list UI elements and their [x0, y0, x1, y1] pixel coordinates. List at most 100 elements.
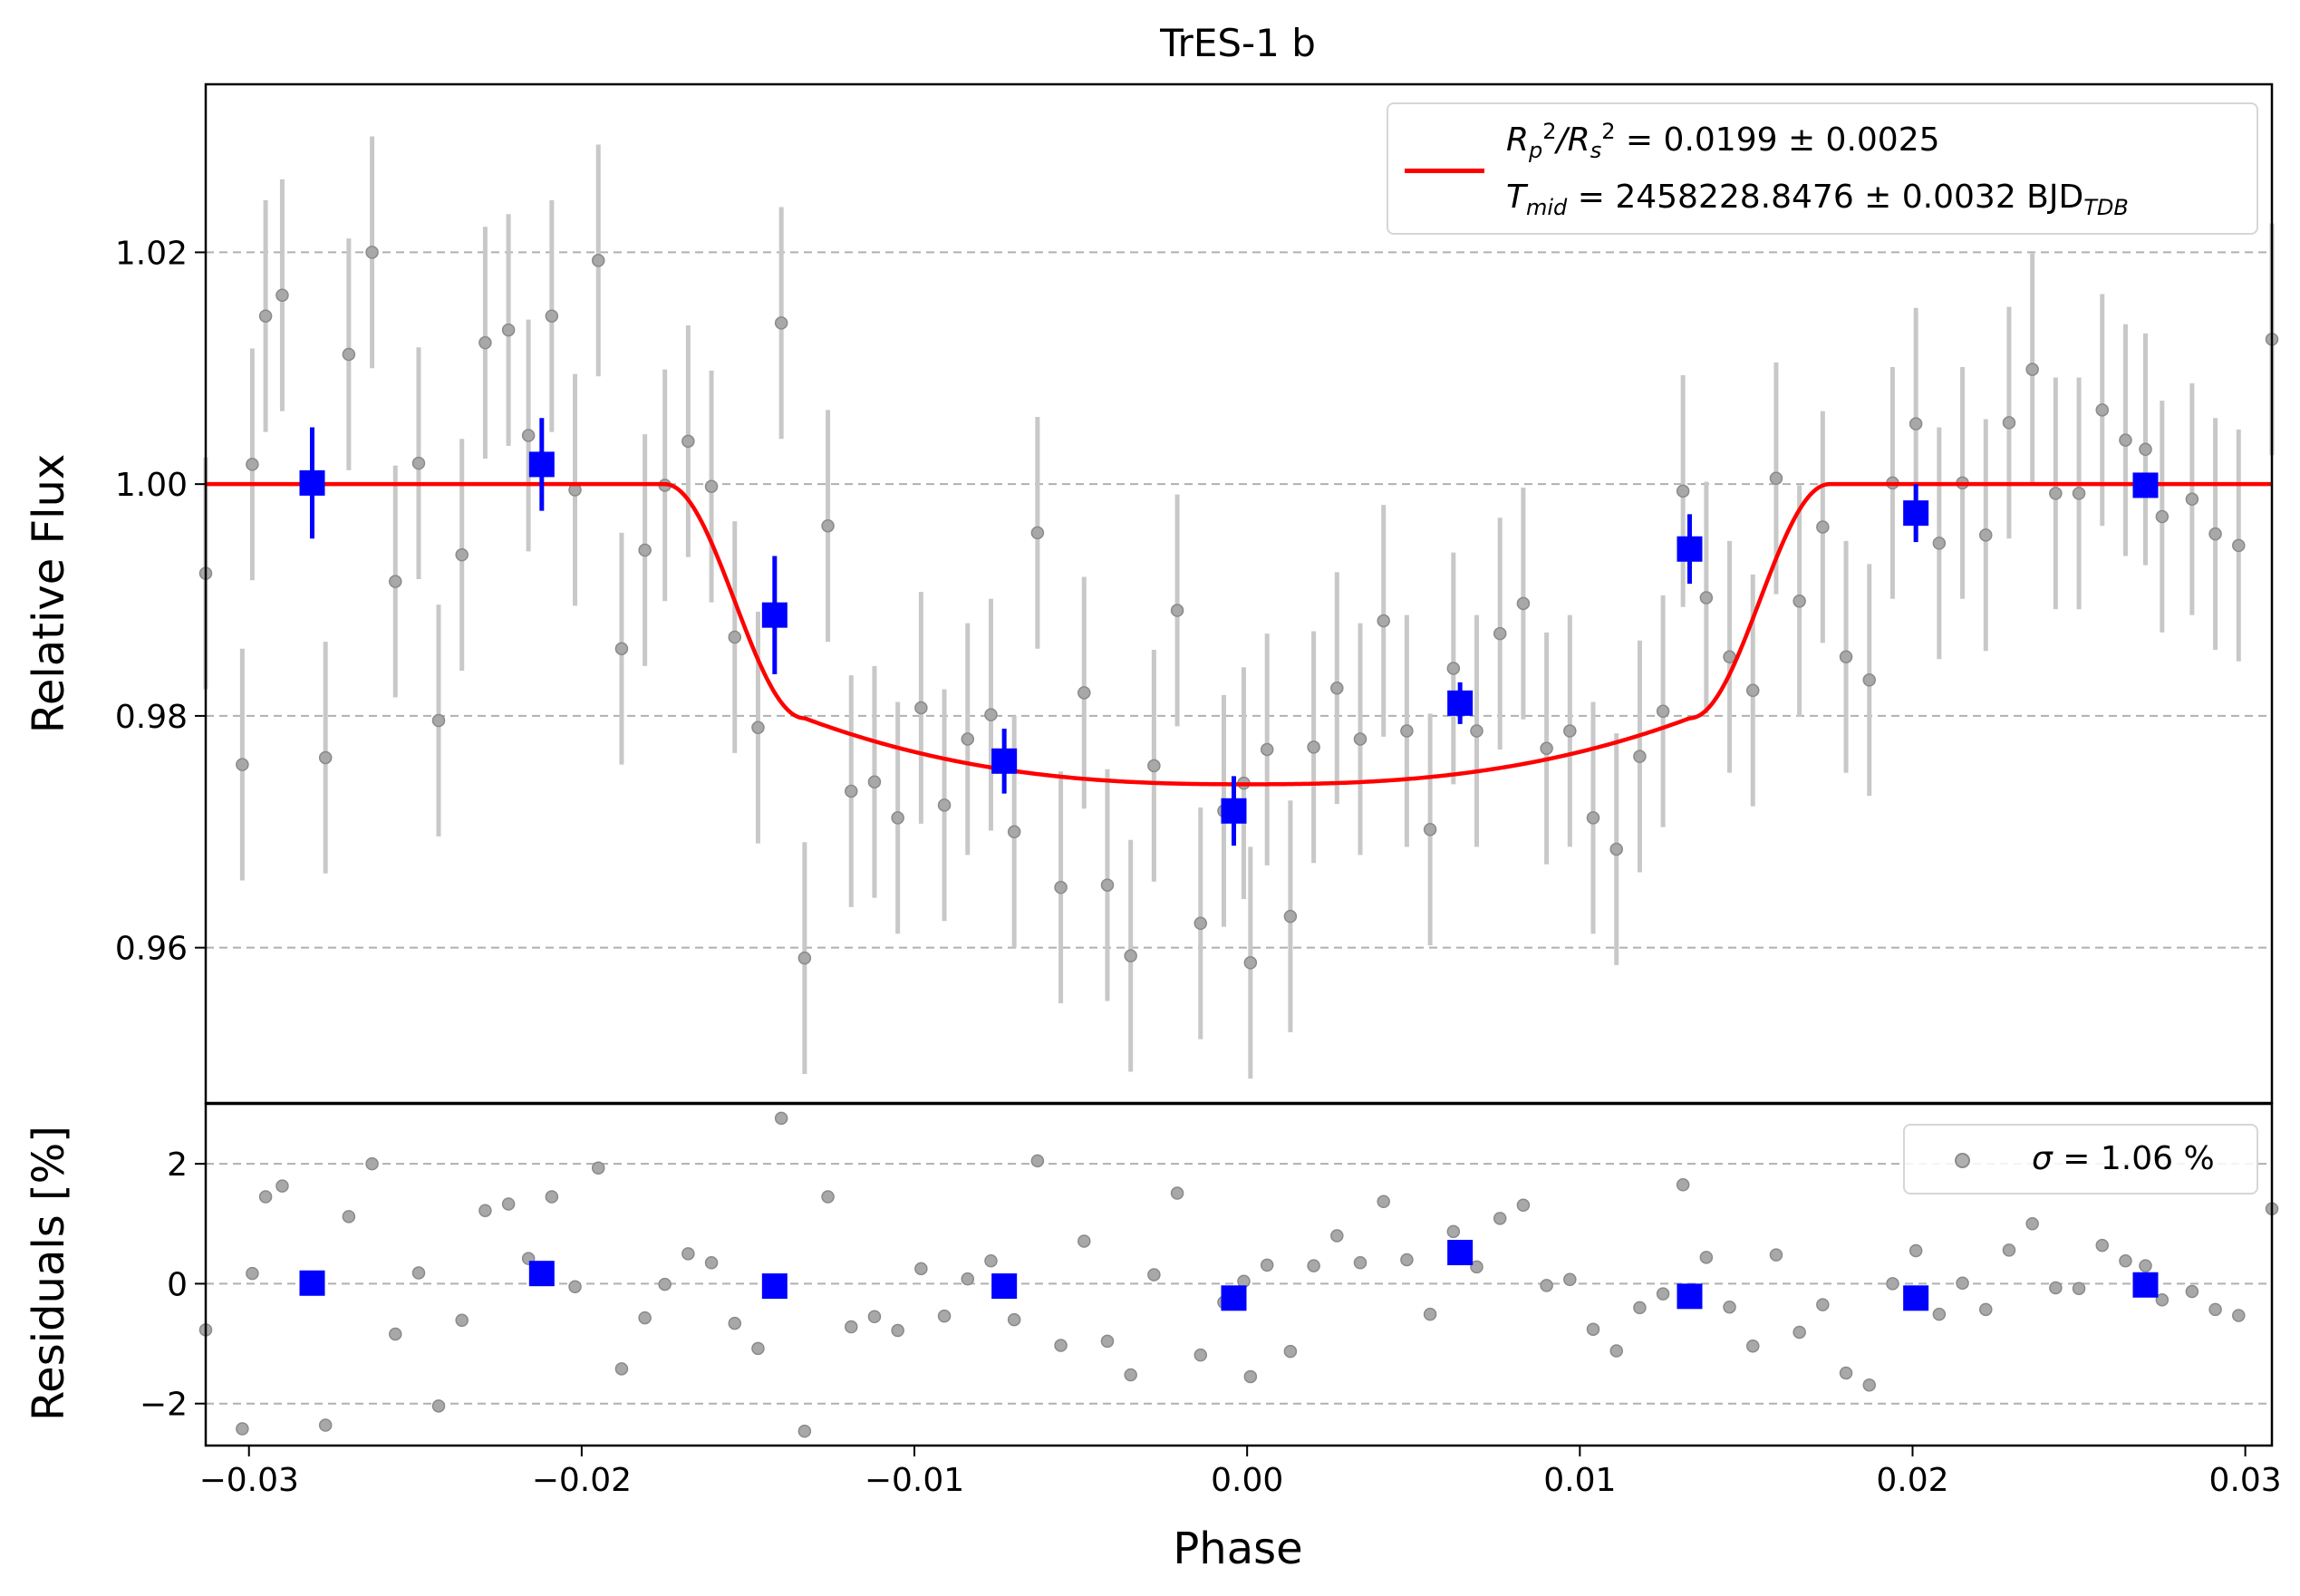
- binned-point: [991, 748, 1018, 774]
- residual-point: [2095, 1238, 2110, 1253]
- raw-point: [2208, 527, 2222, 541]
- main-y-tick-label: 1.00: [115, 467, 188, 504]
- residual-point: [638, 1311, 652, 1325]
- residual-point: [774, 1111, 788, 1126]
- residual-point: [389, 1327, 402, 1341]
- residual-point: [275, 1179, 289, 1193]
- residual-point: [1054, 1339, 1068, 1352]
- raw-point: [1377, 614, 1390, 628]
- residual-point: [1516, 1198, 1531, 1213]
- raw-point: [1470, 724, 1483, 738]
- residual-binned-point: [1677, 1283, 1703, 1310]
- residual-point: [1745, 1339, 1760, 1353]
- residual-point: [2002, 1243, 2016, 1257]
- residual-point: [984, 1254, 998, 1268]
- main-gridlines: [206, 251, 2272, 949]
- raw-point: [845, 784, 858, 798]
- residual-point: [1243, 1369, 1258, 1384]
- residual-point: [1886, 1277, 1899, 1291]
- residual-point: [1147, 1268, 1161, 1282]
- residual-point: [1030, 1154, 1045, 1168]
- raw-point: [275, 288, 289, 302]
- binned-point: [1221, 798, 1247, 824]
- residual-raw-points: [198, 1111, 2279, 1438]
- residual-point: [1377, 1195, 1390, 1209]
- raw-point: [638, 543, 652, 557]
- raw-point: [1423, 822, 1437, 837]
- raw-point: [1540, 741, 1553, 755]
- residual-binned-point: [528, 1261, 555, 1287]
- raw-point: [681, 434, 695, 449]
- residual-point: [937, 1309, 952, 1323]
- raw-point: [1193, 916, 1208, 931]
- raw-point: [478, 335, 492, 350]
- raw-point: [914, 701, 928, 715]
- raw-point: [1586, 811, 1600, 825]
- residual-legend-marker: [1955, 1153, 1970, 1168]
- raw-point: [1353, 732, 1367, 746]
- residual-point: [1353, 1256, 1367, 1270]
- main-y-tick-label: 0.98: [115, 699, 188, 736]
- raw-point: [1147, 759, 1161, 773]
- residual-point: [1078, 1234, 1091, 1248]
- raw-point: [342, 347, 356, 362]
- residual-binned-points: [299, 1240, 2159, 1311]
- raw-point: [774, 316, 788, 330]
- raw-point: [1030, 526, 1045, 540]
- raw-point: [751, 721, 765, 734]
- raw-point: [2119, 433, 2132, 447]
- x-tick-label: 0.02: [1876, 1462, 1948, 1499]
- residual-point: [1609, 1344, 1623, 1358]
- residual-point: [797, 1424, 812, 1438]
- residual-point: [1260, 1258, 1274, 1272]
- x-axis-label: Phase: [1173, 1523, 1302, 1574]
- raw-point: [2139, 442, 2152, 457]
- radius-ratio-legend-entry: Rp2/Rs2 = 0.0199 ± 0.0025: [1506, 119, 1940, 164]
- x-tick-label: 0.00: [1211, 1462, 1283, 1499]
- residual-point: [455, 1313, 469, 1328]
- model-line-swatch: [1405, 169, 1484, 173]
- raw-point: [1676, 484, 1690, 498]
- residual-point: [2072, 1282, 2086, 1295]
- raw-point: [1699, 591, 1714, 605]
- residual-point: [1676, 1178, 1690, 1192]
- residual-point: [411, 1266, 426, 1280]
- binned-point: [1447, 690, 1474, 716]
- residual-binned-point: [2132, 1272, 2159, 1298]
- residual-binned-point: [761, 1273, 788, 1300]
- binned-point: [299, 469, 325, 496]
- residuals-plot-frame: [204, 1102, 2274, 1447]
- raw-point: [614, 642, 629, 655]
- raw-point: [455, 547, 469, 562]
- raw-point: [1243, 956, 1258, 970]
- residual-point: [545, 1190, 559, 1204]
- raw-point: [1745, 683, 1760, 698]
- residual-point: [614, 1362, 629, 1376]
- residual-point: [1493, 1212, 1507, 1225]
- raw-point: [984, 708, 998, 721]
- residual-legend: σ = 1.06 %: [1903, 1124, 2258, 1195]
- residual-point: [2208, 1302, 2222, 1317]
- raw-point: [1078, 686, 1091, 700]
- residual-point: [1979, 1302, 1993, 1317]
- residual-point: [891, 1323, 904, 1338]
- raw-point: [1330, 681, 1344, 695]
- residual-point: [1563, 1272, 1577, 1287]
- residual-point: [1307, 1259, 1320, 1272]
- raw-point: [1446, 662, 1461, 675]
- mid-transit-legend-entry: Tmid = 2458228.8476 ± 0.0032 BJDTDB: [1506, 179, 2129, 221]
- raw-point: [2095, 403, 2110, 417]
- residual-point: [1446, 1224, 1461, 1239]
- main-y-ticks: 0.96 0.98 1.00 1.02: [115, 235, 206, 968]
- residual-y-tick-label: 0: [167, 1266, 188, 1303]
- raw-point: [1007, 825, 1021, 839]
- residual-point: [728, 1316, 742, 1330]
- raw-point: [797, 951, 812, 965]
- model-legend: Rp2/Rs2 = 0.0199 ± 0.0025 Tmid = 2458228…: [1387, 102, 2258, 235]
- raw-point: [1563, 724, 1577, 738]
- residual-point: [1100, 1334, 1115, 1349]
- raw-point: [1862, 673, 1876, 687]
- residual-point: [246, 1266, 259, 1281]
- residual-point: [1909, 1243, 1923, 1258]
